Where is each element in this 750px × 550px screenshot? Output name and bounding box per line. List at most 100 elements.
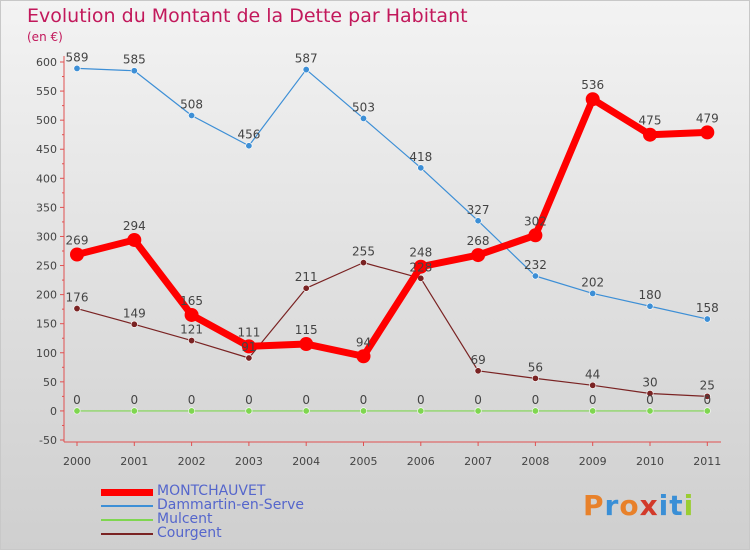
y-tick-label: 500 bbox=[36, 114, 57, 127]
y-tick-label: -50 bbox=[39, 434, 57, 447]
y-tick-label: 0 bbox=[50, 405, 57, 418]
data-label-mulcent: 0 bbox=[73, 393, 81, 407]
data-point-mulcent bbox=[589, 407, 597, 415]
data-label-montchauvet: 248 bbox=[409, 246, 432, 260]
y-tick-label: 400 bbox=[36, 172, 57, 185]
x-tick-label: 2010 bbox=[636, 455, 664, 468]
data-label-courgent: 91 bbox=[241, 340, 256, 354]
data-point-montchauvet bbox=[241, 339, 256, 354]
data-label-mulcent: 0 bbox=[703, 393, 711, 407]
data-label-dammartin-en-serve: 456 bbox=[237, 128, 260, 142]
data-point-mulcent bbox=[417, 407, 425, 415]
data-label-dammartin-en-serve: 503 bbox=[352, 100, 375, 114]
y-tick-label: 600 bbox=[36, 56, 57, 69]
data-label-montchauvet: 115 bbox=[295, 323, 318, 337]
logo-letter: t bbox=[669, 489, 684, 522]
y-tick-label: 300 bbox=[36, 230, 57, 243]
data-label-courgent: 211 bbox=[295, 270, 318, 284]
x-tick-label: 2008 bbox=[521, 455, 549, 468]
legend-label: Courgent bbox=[157, 525, 222, 541]
data-label-dammartin-en-serve: 589 bbox=[66, 50, 89, 64]
data-point-mulcent bbox=[73, 407, 81, 415]
data-label-montchauvet: 475 bbox=[639, 114, 662, 128]
data-label-courgent: 44 bbox=[585, 367, 600, 381]
data-point-mulcent bbox=[188, 407, 196, 415]
data-label-dammartin-en-serve: 587 bbox=[295, 52, 318, 66]
data-label-mulcent: 0 bbox=[646, 393, 654, 407]
data-point-mulcent bbox=[302, 407, 310, 415]
y-tick-label: 200 bbox=[36, 289, 57, 302]
data-point-courgent bbox=[417, 274, 425, 282]
data-point-mulcent bbox=[245, 407, 253, 415]
x-tick-label: 2002 bbox=[178, 455, 206, 468]
data-label-montchauvet: 302 bbox=[524, 214, 547, 228]
data-point-courgent bbox=[245, 354, 253, 362]
data-label-courgent: 56 bbox=[528, 360, 543, 374]
data-label-mulcent: 0 bbox=[532, 393, 540, 407]
proxiti-logo: Proxiti bbox=[583, 489, 694, 522]
data-label-mulcent: 0 bbox=[589, 393, 597, 407]
data-point-mulcent bbox=[359, 407, 367, 415]
data-point-montchauvet bbox=[299, 337, 314, 352]
series-line-dammartin-en-serve bbox=[76, 67, 708, 320]
legend-swatch bbox=[101, 519, 153, 521]
data-point-dammartin-en-serve bbox=[130, 67, 138, 75]
data-point-dammartin-en-serve bbox=[417, 164, 425, 172]
y-tick-label: 100 bbox=[36, 347, 57, 360]
data-point-montchauvet bbox=[184, 307, 199, 322]
x-tick-label: 2000 bbox=[63, 455, 91, 468]
data-label-montchauvet: 94 bbox=[356, 335, 371, 349]
data-point-courgent bbox=[73, 305, 81, 313]
data-label-dammartin-en-serve: 158 bbox=[696, 301, 719, 315]
x-tick-label: 2011 bbox=[693, 455, 721, 468]
y-tick-label: 450 bbox=[36, 143, 57, 156]
data-label-montchauvet: 294 bbox=[123, 219, 146, 233]
y-tick-label: 350 bbox=[36, 201, 57, 214]
data-label-mulcent: 0 bbox=[360, 393, 368, 407]
y-tick-label: 150 bbox=[36, 318, 57, 331]
data-label-mulcent: 0 bbox=[302, 393, 310, 407]
data-label-mulcent: 0 bbox=[130, 393, 138, 407]
data-label-courgent: 176 bbox=[66, 291, 89, 305]
data-label-courgent: 25 bbox=[700, 378, 715, 392]
logo-letter: r bbox=[604, 489, 620, 522]
data-label-courgent: 30 bbox=[642, 375, 657, 389]
data-label-mulcent: 0 bbox=[474, 393, 482, 407]
data-label-dammartin-en-serve: 585 bbox=[123, 53, 146, 67]
legend-label: Mulcent bbox=[157, 511, 213, 527]
series-line-montchauvet bbox=[73, 95, 711, 360]
data-point-montchauvet bbox=[471, 248, 486, 263]
data-point-montchauvet bbox=[585, 92, 600, 107]
data-point-courgent bbox=[589, 381, 597, 389]
chart-unit: (en €) bbox=[27, 30, 63, 44]
legend-label: MONTCHAUVET bbox=[157, 483, 266, 499]
legend-label: Dammartin-en-Serve bbox=[157, 497, 304, 513]
logo-letter: x bbox=[639, 489, 659, 522]
data-label-courgent: 69 bbox=[470, 353, 485, 367]
logo-letter: i bbox=[658, 489, 670, 522]
x-tick-label: 2007 bbox=[464, 455, 492, 468]
x-tick-label: 2004 bbox=[292, 455, 320, 468]
data-point-courgent bbox=[474, 367, 482, 375]
data-point-montchauvet bbox=[413, 259, 428, 274]
logo-letter: P bbox=[583, 489, 605, 522]
logo-letter: i bbox=[683, 489, 695, 522]
data-point-dammartin-en-serve bbox=[188, 112, 196, 120]
data-label-montchauvet: 111 bbox=[237, 325, 260, 339]
data-label-montchauvet: 165 bbox=[180, 294, 203, 308]
data-point-courgent bbox=[302, 284, 310, 292]
data-label-montchauvet: 479 bbox=[696, 111, 719, 125]
data-point-montchauvet bbox=[643, 127, 657, 142]
data-point-courgent bbox=[703, 392, 711, 400]
data-point-dammartin-en-serve bbox=[474, 217, 482, 225]
data-point-mulcent bbox=[703, 407, 711, 415]
legend-swatch bbox=[101, 505, 153, 507]
data-label-mulcent: 0 bbox=[188, 393, 196, 407]
data-label-dammartin-en-serve: 202 bbox=[581, 275, 604, 289]
data-label-montchauvet: 269 bbox=[66, 233, 89, 247]
data-label-mulcent: 0 bbox=[245, 393, 253, 407]
data-point-montchauvet bbox=[127, 232, 142, 247]
data-point-dammartin-en-serve bbox=[589, 289, 597, 297]
x-tick-label: 2006 bbox=[407, 455, 435, 468]
